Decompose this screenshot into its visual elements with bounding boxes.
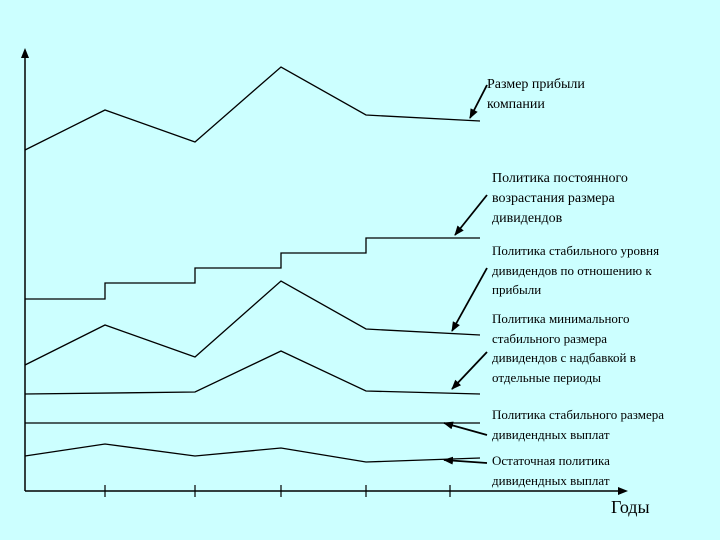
- minimal-stable-line: [24, 350, 481, 395]
- residual-line: [24, 443, 481, 463]
- residual-label: Остаточная политика дивидендных выплат: [492, 453, 610, 488]
- stable-ratio-label: Политика стабильного уровня дивидендов п…: [492, 243, 660, 297]
- profit-line: [24, 66, 481, 151]
- profit-pointer-arrow: [469, 84, 488, 119]
- y-axis: [21, 48, 29, 491]
- constant-growth-pointer-arrow: [454, 194, 488, 236]
- stable-size-pointer-arrow: [443, 421, 488, 436]
- stable-ratio-pointer-arrow: [451, 267, 488, 332]
- stable-ratio-line: [24, 280, 481, 366]
- x-axis-ticks: [104, 485, 451, 497]
- residual-pointer-arrow: [443, 456, 488, 465]
- constant-growth-line: [25, 237, 480, 300]
- profit-label: Размер прибыли компании: [487, 77, 585, 112]
- constant-growth-label: Политика постоянного возрастания размера…: [492, 171, 628, 226]
- x-axis-label: Годы: [611, 497, 650, 517]
- x-axis: [25, 487, 628, 495]
- minimal-stable-label: Политика минимального стабильного размер…: [492, 311, 636, 385]
- minimal-stable-pointer-arrow: [451, 351, 488, 390]
- stable-size-label: Политика стабильного размера дивидендных…: [492, 407, 665, 442]
